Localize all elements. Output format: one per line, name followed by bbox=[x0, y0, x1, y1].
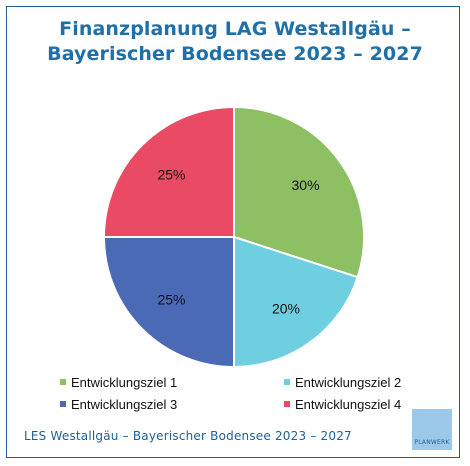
planwerk-logo: PLANWERK bbox=[412, 409, 452, 450]
data-label-2: 20% bbox=[272, 301, 300, 317]
data-label-3: 25% bbox=[157, 292, 185, 308]
footer-text: LES Westallgäu – Bayerischer Bodensee 20… bbox=[24, 429, 352, 443]
legend-item-3: Entwicklungsziel 3 bbox=[60, 397, 177, 413]
legend-label-2: Entwicklungsziel 2 bbox=[295, 375, 402, 390]
legend-label-4: Entwicklungsziel 4 bbox=[295, 397, 402, 412]
legend-label-3: Entwicklungsziel 3 bbox=[71, 397, 178, 412]
chart-title-line-2: Bayerischer Bodensee 2023 – 2027 bbox=[47, 43, 423, 65]
legend-swatch-4 bbox=[284, 401, 290, 407]
legend-swatch-3 bbox=[60, 401, 66, 407]
pie-slice-1 bbox=[233, 105, 365, 279]
data-label-4: 25% bbox=[157, 166, 185, 182]
legend-item-1: Entwicklungsziel 1 bbox=[60, 375, 177, 391]
legend-label-1: Entwicklungsziel 1 bbox=[71, 375, 178, 390]
pie-slice-2 bbox=[233, 235, 359, 369]
pie-slice-3 bbox=[102, 236, 235, 369]
pie-slice-4 bbox=[102, 105, 235, 238]
legend-swatch-1 bbox=[60, 379, 66, 385]
legend-item-4: Entwicklungsziel 4 bbox=[284, 397, 401, 413]
chart-title-line-1: Finanzplanung LAG Westallgäu – bbox=[59, 18, 411, 40]
logo-text: PLANWERK bbox=[414, 439, 450, 446]
legend-swatch-2 bbox=[284, 379, 290, 385]
data-label-1: 30% bbox=[292, 177, 320, 193]
legend-item-2: Entwicklungsziel 2 bbox=[284, 375, 401, 391]
chart-title: Finanzplanung LAG Westallgäu – Bayerisch… bbox=[0, 17, 470, 67]
